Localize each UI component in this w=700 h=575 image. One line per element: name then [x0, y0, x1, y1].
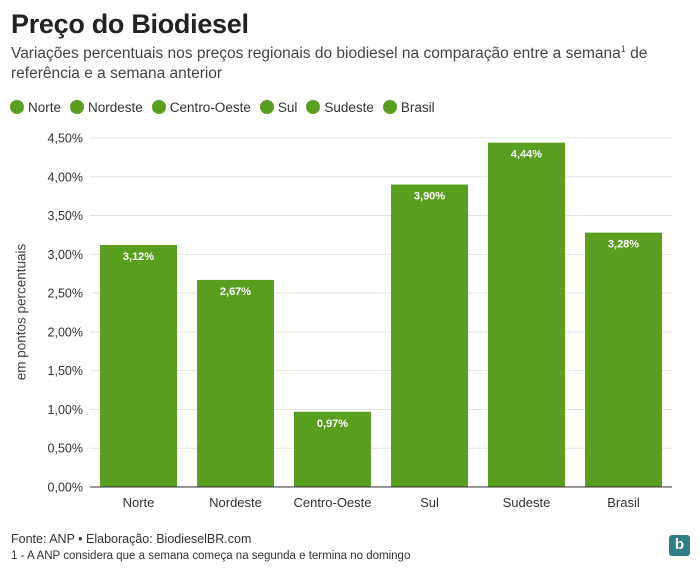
chart-subtitle: Variações percentuais nos preços regiona… — [11, 44, 661, 84]
legend-label: Nordeste — [88, 99, 143, 115]
bar — [488, 142, 565, 488]
legend-label: Norte — [28, 99, 62, 115]
bar-chart: 0,00% 0,50% 1,00% 1,50% 2,00% 2,50% 3,00% 3,50%… — [48, 132, 672, 510]
bar — [197, 279, 274, 487]
brand-logo[interactable]: b — [669, 535, 690, 556]
bar — [391, 184, 468, 487]
legend-label: Sul — [277, 99, 298, 115]
y-tick-label: 1,50% — [48, 364, 83, 378]
bar-value-label: 3,90% — [414, 191, 445, 203]
bar-value-label: 4,44% — [511, 149, 542, 161]
x-tick-label: Nordeste — [209, 495, 262, 510]
chart-title: Preço do Biodiesel — [11, 9, 249, 39]
x-tick-label: Sudeste — [503, 495, 551, 510]
y-tick-label: 0,00% — [48, 481, 83, 495]
source-credit: Fonte: ANP • Elaboração: BiodieselBR.com — [11, 532, 252, 546]
subtitle-text-end: de referência e a semana anterior — [11, 45, 648, 82]
bar — [100, 245, 177, 487]
legend-swatch — [382, 100, 397, 114]
legend-swatch — [70, 100, 85, 114]
legend-item-brasil[interactable]: Brasil — [382, 99, 435, 115]
bar — [585, 232, 662, 487]
bar-value-label: 3,12% — [123, 251, 154, 263]
bar-value-label: 2,67% — [220, 286, 251, 298]
subtitle-text: Variações percentuais nos preços regiona… — [11, 45, 621, 62]
bar-value-label: 0,97% — [317, 418, 348, 430]
y-tick-label: 2,00% — [48, 325, 83, 339]
x-tick-label: Sul — [420, 495, 439, 510]
bar-value-label: 3,28% — [608, 239, 639, 251]
y-tick-label: 4,50% — [48, 132, 83, 146]
legend-item-sudeste[interactable]: Sudeste — [306, 100, 374, 115]
y-tick-label: 1,00% — [48, 403, 83, 417]
y-tick-label: 3,00% — [48, 248, 83, 262]
legend-item-centro-oeste[interactable]: Centro-Oeste — [151, 99, 251, 115]
legend-label: Sudeste — [324, 99, 374, 115]
legend-swatch — [259, 100, 274, 114]
legend-item-norte[interactable]: Norte — [10, 100, 61, 115]
y-tick-label: 2,50% — [48, 287, 83, 301]
y-tick-label: 4,00% — [48, 170, 83, 184]
legend-swatch — [306, 100, 321, 114]
y-tick-label: 0,50% — [48, 442, 83, 456]
footnote-marker: 1 — [620, 43, 626, 54]
bar — [294, 411, 371, 487]
legend-swatch — [151, 100, 166, 114]
legend-label: Brasil — [400, 99, 435, 115]
legend-item-nordeste[interactable]: Nordeste — [70, 100, 143, 115]
legend-swatch — [10, 100, 24, 114]
footnote: 1 - A ANP considera que a semana começa … — [11, 550, 411, 562]
y-tick-label: 3,50% — [48, 209, 83, 223]
x-tick-label: Brasil — [607, 495, 640, 510]
x-tick-label: Norte — [123, 495, 155, 510]
legend: Norte Nordeste Centro-Oeste Sul Sudeste … — [10, 99, 444, 115]
legend-item-sul[interactable]: Sul — [259, 99, 298, 115]
legend-label: Centro-Oeste — [169, 99, 251, 115]
x-tick-label: Centro-Oeste — [293, 495, 371, 510]
